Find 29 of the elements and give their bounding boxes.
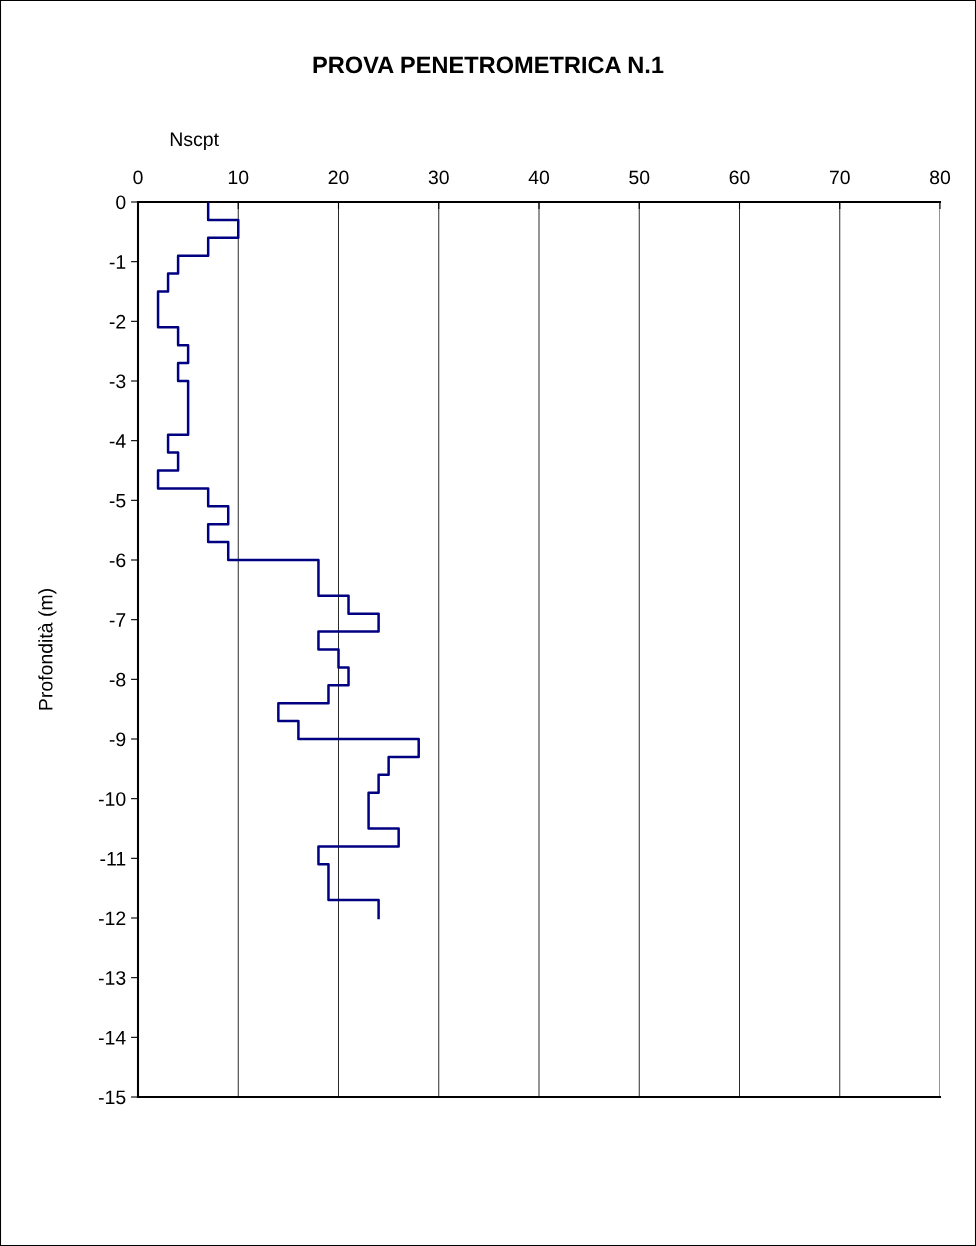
y-tick-label: -12	[98, 911, 126, 926]
y-axis-title: Profondità (m)	[38, 589, 57, 710]
y-tick-label: -7	[109, 613, 126, 627]
y-tick-label: -11	[100, 852, 126, 866]
y-tick-label: -13	[98, 971, 126, 985]
y-tick-label: -3	[109, 374, 126, 389]
y-tick-label: -5	[109, 494, 126, 508]
x-tick-label: 10	[228, 170, 249, 185]
y-tick-label: -2	[109, 314, 126, 329]
x-tick-label: 40	[528, 170, 550, 185]
x-axis-title: Nscpt	[170, 132, 219, 150]
x-tick-label: 50	[629, 170, 650, 185]
y-tick-label: 0	[116, 195, 126, 210]
y-tick-label: -4	[109, 434, 126, 448]
y-tick-label: -9	[109, 732, 126, 747]
y-tick-label: -6	[109, 553, 126, 568]
y-tick-label: -14	[98, 1031, 126, 1045]
x-tick-label: 20	[328, 170, 349, 185]
x-tick-label: 70	[829, 170, 850, 185]
x-tick-label: 80	[930, 170, 951, 185]
x-tick-label: 0	[133, 170, 143, 185]
line-series	[156, 202, 420, 920]
y-tick-label: -8	[109, 672, 126, 687]
x-tick-label: 30	[428, 170, 449, 185]
x-tick-label: 60	[729, 170, 750, 185]
y-tick-label: -10	[98, 792, 126, 806]
y-tick-label: -1	[109, 255, 126, 269]
y-tick-label: -15	[98, 1090, 126, 1105]
chart-title: PROVA PENETROMETRICA N.1	[313, 56, 664, 74]
